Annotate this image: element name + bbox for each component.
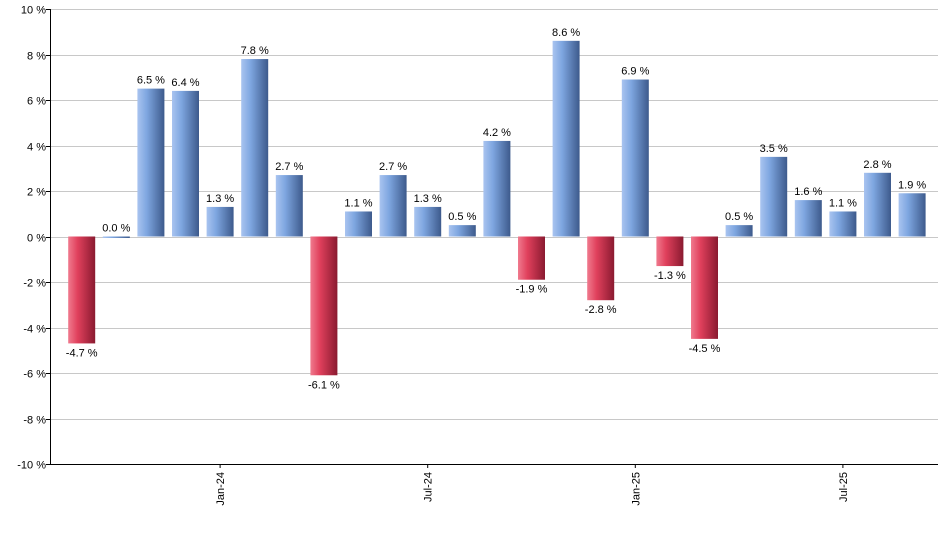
data-label: -4.5 % [689, 343, 721, 355]
bar-positive [137, 88, 165, 237]
bar-positive [864, 172, 891, 237]
data-label: 2.8 % [863, 159, 891, 171]
bar-negative [656, 236, 684, 267]
data-label: 1.9 % [898, 179, 926, 191]
data-label: 1.6 % [794, 186, 822, 198]
y-tick-label: 6 % [27, 96, 46, 108]
y-tick-label: 2 % [27, 187, 46, 199]
data-label: 3.5 % [760, 143, 788, 155]
bar-positive [448, 225, 476, 237]
y-tick-label: 8 % [27, 51, 46, 63]
bar-positive [829, 211, 857, 237]
data-label: 6.5 % [137, 75, 165, 87]
x-axis-ticks: Jan-24 Jul-24 Jan-25 Jul-25 [50, 464, 938, 506]
data-label: 6.9 % [621, 66, 649, 78]
bar-positive [621, 79, 649, 237]
data-label: 8.6 % [552, 27, 580, 39]
y-tick-label: 0 % [27, 233, 46, 245]
x-tick-label: Jan-25 [630, 472, 642, 506]
x-tick-label: Jan-24 [215, 472, 227, 506]
bars [68, 40, 926, 376]
data-label: 0.5 % [448, 211, 476, 223]
bar-positive [760, 156, 788, 237]
x-tick-label: Jul-25 [838, 472, 850, 502]
y-tick-label: -2 % [23, 278, 46, 290]
bar-positive [552, 40, 580, 237]
data-label: 2.7 % [275, 161, 303, 173]
data-labels: -4.7 % 0.0 % 6.5 % 6.4 % 1.3 % 7.8 % 2.7 % -6.1… [66, 27, 927, 391]
y-tick-label: -8 % [23, 415, 46, 427]
bar-positive [379, 175, 407, 237]
data-label: 1.1 % [344, 197, 372, 209]
data-label: -1.9 % [516, 284, 548, 296]
data-label: -1.3 % [654, 270, 686, 282]
bar-positive [483, 140, 511, 237]
data-label: 0.5 % [725, 211, 753, 223]
bar-negative [587, 236, 615, 301]
bar-positive [725, 225, 753, 237]
x-tick-label: Jul-24 [423, 472, 435, 502]
data-label: 6.4 % [171, 77, 199, 89]
data-label: 0.0 % [102, 223, 130, 235]
bar-positive [414, 206, 442, 237]
bar-negative [691, 236, 718, 339]
bar-positive [898, 193, 926, 237]
bar-positive [345, 211, 372, 237]
data-label: 2.7 % [379, 161, 407, 173]
bar-positive [206, 206, 234, 237]
bar-positive [794, 200, 822, 237]
y-tick-label: -6 % [23, 369, 46, 381]
bar-negative [518, 236, 545, 280]
data-label: -2.8 % [585, 304, 617, 316]
data-label: 7.8 % [241, 45, 269, 57]
y-tick-label: 4 % [27, 142, 46, 154]
bar-positive [102, 236, 130, 238]
bar-positive [275, 175, 303, 237]
y-tick-label: 10 % [21, 5, 46, 17]
bar-positive [172, 90, 199, 237]
bar-negative [68, 236, 96, 344]
data-label: 1.3 % [414, 193, 442, 205]
y-tick-label: -4 % [23, 324, 46, 336]
data-label: 4.2 % [483, 127, 511, 139]
bar-negative [310, 236, 338, 376]
y-tick-label: -10 % [17, 460, 46, 472]
data-label: 1.3 % [206, 193, 234, 205]
data-label: -6.1 % [308, 379, 340, 391]
bar-positive [241, 59, 269, 237]
y-axis-ticks: 10 % 8 % 6 % 4 % 2 % 0 % -2 % -4 % -6 % -8 % -10 % [17, 5, 50, 472]
data-label: -4.7 % [66, 347, 98, 359]
data-label: 1.1 % [829, 197, 857, 209]
